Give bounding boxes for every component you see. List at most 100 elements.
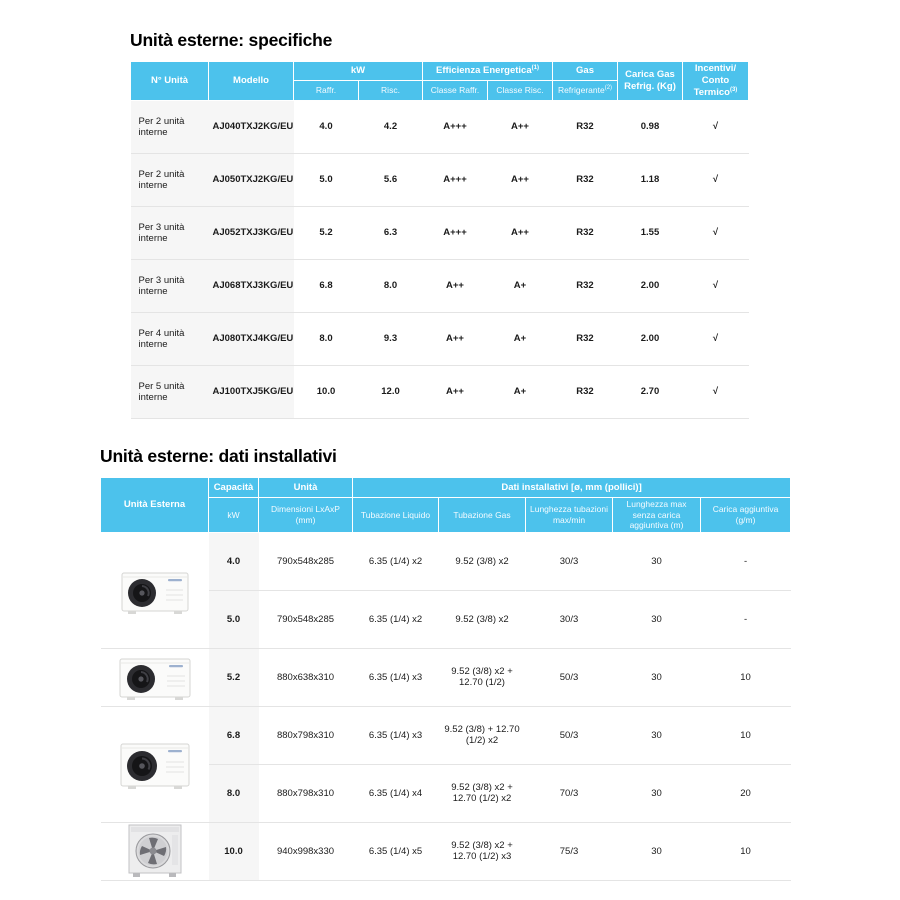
cell-n-unita: Per 2 unità interne [130, 152, 209, 207]
cell-n-unita: Per 3 unità interne [130, 205, 209, 260]
cell-n-unita: Per 2 unità interne [130, 99, 209, 154]
col-header-risc: Risc. [358, 80, 423, 101]
cell-gas: R32 [552, 205, 618, 260]
cell-tubazione-gas: 9.52 (3/8) x2 + 12.70 (1/2) x3 [438, 821, 526, 881]
checkmark-icon: √ [682, 205, 749, 260]
cell-lunghezza-tubazioni: 50/3 [525, 705, 613, 765]
cell-lunghezza-tubazioni: 70/3 [525, 763, 613, 823]
spec-table: N° Unità Modello kW Efficienza Energetic… [130, 60, 749, 419]
cell-carica-aggiuntiva: 10 [700, 821, 791, 881]
cell-lunghezza-max: 30 [612, 763, 701, 823]
cell-lunghezza-max: 30 [612, 821, 701, 881]
col-header-classe-raffr: Classe Raffr. [422, 80, 488, 101]
col-header-incentivi: Incentivi/Conto Termico(3) [682, 61, 749, 101]
cell-kw-risc: 6.3 [358, 205, 423, 260]
cell-dimensioni: 790x548x285 [258, 589, 353, 649]
col-group-kw: kW [293, 60, 423, 82]
cell-tubazione-liquido: 6.35 (1/4) x2 [352, 589, 439, 649]
cell-tubazione-gas: 9.52 (3/8) x2 [438, 531, 526, 591]
spec-table-row: Per 2 unità interne AJ040TXJ2KG/EU 4.0 4… [130, 99, 749, 154]
cell-classe-risc: A+ [487, 311, 553, 366]
checkmark-icon: √ [682, 152, 749, 207]
install-table-row: 5.2 880x638x310 6.35 (1/4) x3 9.52 (3/8)… [100, 647, 791, 707]
cell-carica-aggiuntiva: 10 [700, 705, 791, 765]
spec-table-row: Per 2 unità interne AJ050TXJ2KG/EU 5.0 5… [130, 152, 749, 207]
col-header-modello: Modello [208, 61, 294, 101]
outdoor-unit-medium-icon [119, 658, 190, 701]
footnote-marker-1: (1) [531, 65, 539, 72]
cell-classe-raffr: A+++ [422, 99, 488, 154]
cell-tubazione-gas: 9.52 (3/8) x2 + 12.70 (1/2) x2 [438, 763, 526, 823]
cell-carica-aggiuntiva: - [700, 531, 791, 591]
cell-classe-risc: A+ [487, 258, 553, 313]
cell-gas: R32 [552, 99, 618, 154]
cell-dimensioni: 880x798x310 [258, 763, 353, 823]
cell-classe-risc: A++ [487, 205, 553, 260]
spec-table-row: Per 5 unità interne AJ100TXJ5KG/EU 10.0 … [130, 364, 749, 419]
cell-modello: AJ068TXJ3KG/EU [208, 258, 294, 313]
col-group-unita: Unità [258, 477, 353, 498]
cell-tubazione-liquido: 6.35 (1/4) x3 [352, 647, 439, 707]
checkmark-icon: √ [682, 364, 749, 419]
cell-tubazione-gas: 9.52 (3/8) + 12.70 (1/2) x2 [438, 705, 526, 765]
cell-tubazione-liquido: 6.35 (1/4) x5 [352, 821, 439, 881]
install-section-title: Unità esterne: dati installativi [100, 446, 337, 466]
cell-tubazione-liquido: 6.35 (1/4) x4 [352, 763, 439, 823]
cell-kw-risc: 5.6 [358, 152, 423, 207]
cell-lunghezza-tubazioni: 30/3 [525, 531, 613, 591]
col-header-lunghezza-max: Lunghezza max senza carica aggiuntiva (m… [612, 497, 701, 533]
checkmark-icon: √ [682, 99, 749, 154]
cell-lunghezza-tubazioni: 75/3 [525, 821, 613, 881]
cell-classe-raffr: A++ [422, 364, 488, 419]
cell-tubazione-gas: 9.52 (3/8) x2 [438, 589, 526, 649]
cell-n-unita: Per 3 unità interne [130, 258, 209, 313]
cell-kw-risc: 4.2 [358, 99, 423, 154]
cell-capacita: 10.0 [208, 821, 259, 881]
cell-classe-raffr: A++ [422, 258, 488, 313]
cell-lunghezza-max: 30 [612, 589, 701, 649]
cell-tubazione-liquido: 6.35 (1/4) x3 [352, 705, 439, 765]
col-header-refrigerante: Refrigerante(2) [552, 80, 618, 101]
cell-kw-raffr: 5.0 [293, 152, 359, 207]
spec-section-title: Unità esterne: specifiche [130, 30, 333, 50]
outdoor-unit-large-image [100, 821, 209, 881]
col-header-dimensioni: Dimensioni LxAxP (mm) [258, 497, 353, 533]
col-header-tubazione-gas: Tubazione Gas [438, 497, 526, 533]
cell-dimensioni: 940x998x330 [258, 821, 353, 881]
install-table-row: 8.0 880x798x310 6.35 (1/4) x4 9.52 (3/8)… [101, 763, 791, 823]
spec-section: Unità esterne: specifiche N° Unità Model… [130, 30, 749, 419]
cell-gas: R32 [552, 364, 618, 419]
cell-carica-aggiuntiva: 10 [700, 647, 791, 707]
cell-classe-raffr: A++ [422, 311, 488, 366]
install-table-row: 5.0 790x548x285 6.35 (1/4) x2 9.52 (3/8)… [101, 589, 791, 649]
col-header-kw: kW [208, 497, 259, 533]
col-header-unita-esterna: Unità Esterna [100, 477, 209, 533]
col-header-n-unita: N° Unità [130, 61, 209, 101]
cell-kw-raffr: 5.2 [293, 205, 359, 260]
footnote-marker-3: (3) [729, 86, 738, 93]
cell-classe-raffr: A+++ [422, 152, 488, 207]
cell-kw-risc: 12.0 [358, 364, 423, 419]
cell-lunghezza-max: 30 [612, 647, 701, 707]
cell-dimensioni: 880x798x310 [258, 705, 353, 765]
cell-classe-risc: A+ [487, 364, 553, 419]
cell-capacita: 5.0 [208, 589, 259, 649]
col-group-gas: Gas [552, 60, 618, 82]
cell-classe-risc: A++ [487, 99, 553, 154]
cell-carica: 2.00 [617, 258, 683, 313]
cell-capacita: 5.2 [208, 647, 259, 707]
footnote-marker-2: (2) [604, 85, 613, 92]
cell-kw-raffr: 4.0 [293, 99, 359, 154]
cell-classe-risc: A++ [487, 152, 553, 207]
cell-carica: 0.98 [617, 99, 683, 154]
outdoor-unit-small-icon [121, 572, 188, 615]
cell-classe-raffr: A+++ [422, 205, 488, 260]
cell-carica: 2.70 [617, 364, 683, 419]
col-group-efficienza: Efficienza Energetica(1) [422, 60, 553, 82]
cell-n-unita: Per 4 unità interne [130, 311, 209, 366]
cell-modello: AJ040TXJ2KG/EU [208, 99, 294, 154]
col-header-classe-risc: Classe Risc. [487, 80, 553, 101]
outdoor-unit-medium-icon [120, 743, 189, 790]
cell-gas: R32 [552, 311, 618, 366]
cell-carica: 2.00 [617, 311, 683, 366]
